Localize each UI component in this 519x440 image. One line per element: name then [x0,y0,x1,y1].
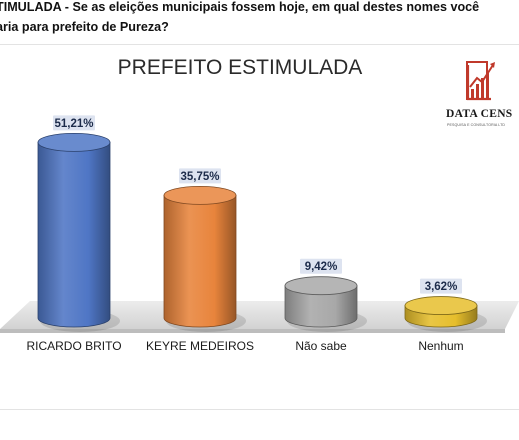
data-label-box [420,278,462,294]
data-label: 3,62% [425,281,458,293]
data-label-box [179,168,221,184]
data-label: 35,75% [180,171,219,183]
bar-top [37,132,111,152]
bar-top [284,276,358,296]
question-text: TIMULADA - Se as eleições municipais fos… [0,0,519,37]
logo-name: DATA CENS [446,108,513,120]
category-label: KEYRE MEDEIROS [146,339,254,353]
logo-tagline: PESQUISA E CONSULTORIA LTD [447,123,506,127]
bar-keyre-medeiros [163,194,237,328]
category-label: RICARDO BRITO [26,339,121,353]
data-label: 51,21% [54,118,93,130]
bar-top [163,185,237,205]
chart-panel [0,44,519,410]
bar-chart-growth-icon [466,61,495,101]
data-label: 9,42% [305,261,338,273]
bar-top [404,296,478,315]
chart-floor-edge [0,329,505,333]
chart-floor [0,301,519,329]
category-label: Não sabe [295,339,347,353]
category-label: Nenhum [418,339,463,353]
bars-layer: 51,21% RICARDO BRITO 35,75% KEYRE MEDEIROS 9… [26,115,487,353]
question-line-2: aria para prefeito de Pureza? [0,20,169,34]
chart-title: PREFEITO ESTIMULADA [118,56,363,79]
bar-ricardo-brito [37,141,111,328]
question-line-1: TIMULADA - Se as eleições municipais fos… [0,0,480,14]
bar-n-o-sabe [284,285,358,328]
data-label-box [53,115,95,131]
data-label-box [300,258,342,274]
